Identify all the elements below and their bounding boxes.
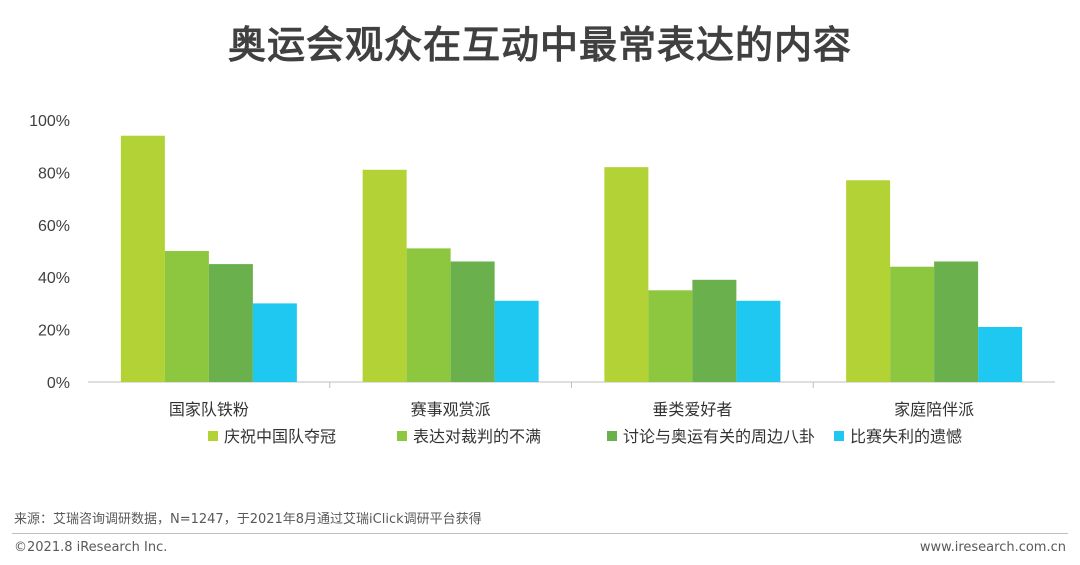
website-link[interactable]: www.iresearch.com.cn	[919, 540, 1066, 555]
y-tick-label: 100%	[29, 113, 70, 130]
footer-divider	[12, 533, 1068, 534]
y-tick-label: 20%	[38, 323, 70, 340]
bar-chart: 0% 20% 40% 60% 80% 100% 国家队铁粉 赛事观赏派 垂类爱好者 家庭陪伴派庆祝…	[29, 113, 1055, 446]
y-tick-label: 80%	[38, 165, 70, 182]
y-tick-label: 0%	[47, 375, 70, 392]
legend-swatch	[834, 431, 844, 441]
legend-label: 庆祝中国队夺冠	[224, 427, 336, 446]
bar	[362, 169, 407, 382]
legend-label: 讨论与奥运有关的周边八卦	[623, 427, 815, 446]
bar	[604, 167, 649, 382]
bar	[450, 261, 495, 382]
bar	[120, 135, 165, 382]
legend-label: 表达对裁判的不满	[413, 427, 541, 446]
legend-label: 比赛失利的遗憾	[850, 427, 962, 446]
bar	[208, 264, 253, 382]
bar	[164, 251, 209, 382]
copyright-text: ©2021.8 iResearch Inc.	[14, 540, 168, 555]
chart-title: 奥运会观众在互动中最常表达的内容	[227, 23, 852, 67]
bar	[494, 300, 539, 382]
bar	[692, 279, 737, 382]
x-category-label: 国家队铁粉	[169, 400, 249, 419]
y-tick-label: 40%	[38, 270, 70, 287]
bar	[934, 261, 979, 382]
bar	[736, 300, 781, 382]
x-category-label: 家庭陪伴派	[894, 400, 974, 419]
legend-swatch	[397, 431, 407, 441]
source-note: 来源：艾瑞咨询调研数据，N=1247，于2021年8月通过艾瑞iClick调研平…	[14, 512, 482, 527]
bar	[648, 290, 693, 382]
bar	[978, 326, 1023, 382]
bar	[846, 180, 891, 382]
legend-swatch	[208, 431, 218, 441]
bar	[252, 303, 297, 382]
bar	[406, 248, 451, 382]
y-tick-label: 60%	[38, 218, 70, 235]
x-category-label: 赛事观赏派	[411, 400, 491, 419]
bar	[890, 266, 935, 382]
x-category-label: 垂类爱好者	[652, 400, 732, 419]
legend-swatch	[607, 431, 617, 441]
